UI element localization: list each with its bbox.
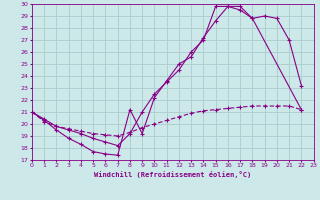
X-axis label: Windchill (Refroidissement éolien,°C): Windchill (Refroidissement éolien,°C)	[94, 171, 252, 178]
